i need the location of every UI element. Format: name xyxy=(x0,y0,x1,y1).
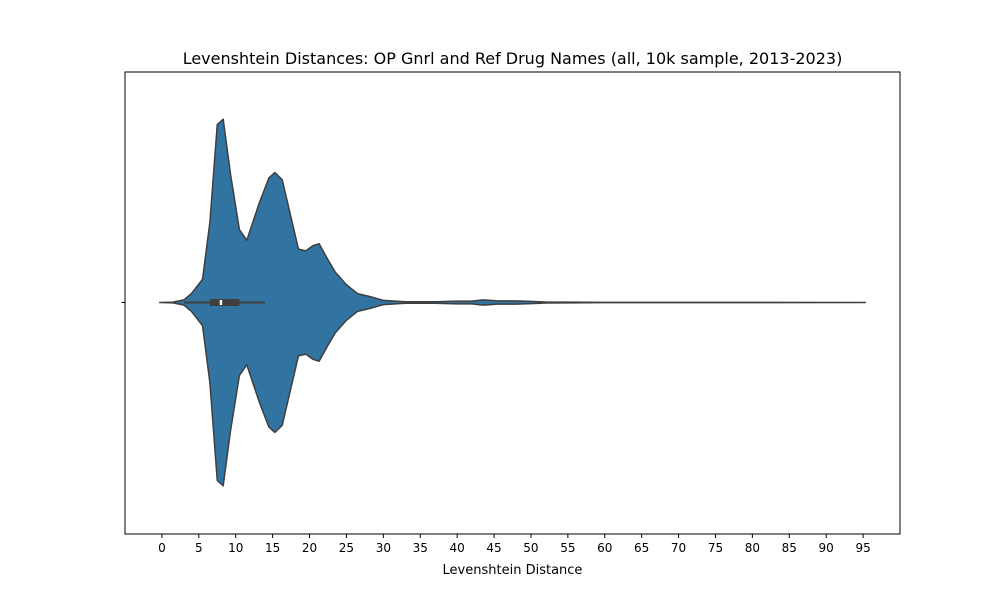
box-median xyxy=(219,300,223,305)
x-axis-label: Levenshtein Distance xyxy=(443,563,583,578)
x-tick-label: 85 xyxy=(782,541,797,555)
x-tick-label: 60 xyxy=(597,541,612,555)
x-axis-ticks: 0 5 10 15 20 25 30 35 40 45 50 55 60 65 70 75 80 85 90 95 xyxy=(158,534,871,555)
x-tick-label: 55 xyxy=(560,541,575,555)
x-tick-label: 30 xyxy=(376,541,391,555)
violin-layer xyxy=(158,118,867,487)
violin-body xyxy=(158,118,867,487)
x-tick-label: 90 xyxy=(819,541,834,555)
x-tick-label: 45 xyxy=(486,541,501,555)
x-tick-label: 0 xyxy=(158,541,166,555)
x-tick-label: 25 xyxy=(339,541,354,555)
x-tick-label: 10 xyxy=(228,541,243,555)
x-tick-label: 80 xyxy=(745,541,760,555)
x-tick-label: 65 xyxy=(634,541,649,555)
x-tick-label: 95 xyxy=(855,541,870,555)
chart-title: Levenshtein Distances: OP Gnrl and Ref D… xyxy=(183,49,843,68)
x-tick-label: 70 xyxy=(671,541,686,555)
x-tick-label: 35 xyxy=(413,541,428,555)
x-tick-label: 40 xyxy=(450,541,465,555)
x-tick-label: 75 xyxy=(708,541,723,555)
x-tick-label: 15 xyxy=(265,541,280,555)
x-tick-label: 50 xyxy=(523,541,538,555)
x-tick-label: 5 xyxy=(195,541,203,555)
box-iqr xyxy=(209,299,240,306)
x-tick-label: 20 xyxy=(302,541,317,555)
